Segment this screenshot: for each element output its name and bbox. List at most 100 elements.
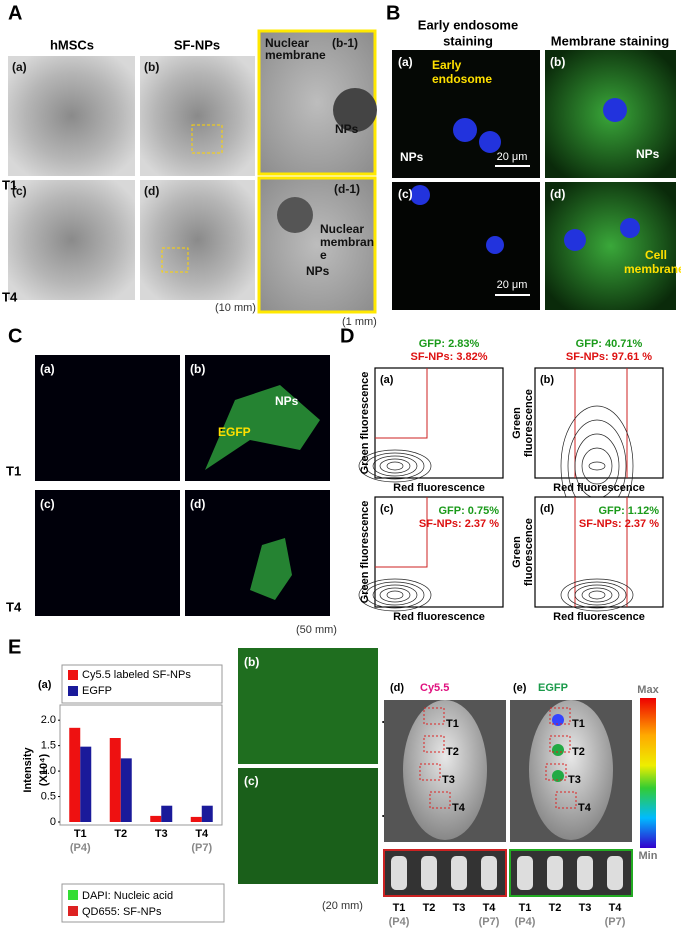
row-label: T1: [2, 177, 17, 192]
passage-label: (P7): [605, 916, 626, 928]
gfp-percent: GFP: 0.75%: [438, 505, 499, 517]
fluor-image: [545, 182, 676, 310]
column-header: hMSCs: [50, 37, 94, 52]
y-tick-label: 0: [50, 816, 56, 828]
sfnps-percent: SF-NPs: 2.37 %: [579, 518, 659, 530]
tube: [577, 856, 593, 890]
contour: [358, 578, 432, 612]
x-axis-label: Red fluorescence: [553, 611, 645, 623]
annotation: Nuclear: [320, 222, 364, 236]
mouse: [529, 700, 613, 840]
tube-label: T3: [579, 902, 592, 914]
plot-frame: [374, 367, 504, 479]
zoom-box: [191, 124, 223, 154]
gfp-percent: GFP: 2.83%: [419, 338, 480, 350]
region-box: [423, 707, 445, 725]
sfnps-percent: SF-NPs: 2.37 %: [419, 518, 499, 530]
legend-label: DAPI: Nucleic acid: [82, 890, 173, 902]
annotation: NPs: [335, 122, 359, 136]
row-label: T4: [6, 599, 22, 614]
bar: [80, 746, 92, 822]
scale-note: (20 mm): [322, 900, 363, 912]
nucleus: [486, 236, 504, 254]
cell: [205, 385, 320, 470]
annotation: NPs: [275, 394, 299, 408]
plot-frame: [534, 496, 664, 608]
nucleus: [453, 118, 477, 142]
signal: [552, 714, 564, 726]
contour: [365, 452, 425, 480]
panel-c: C (a) (b) (c) (d) EGFP NPs T1 T4 (50 mm): [6, 325, 337, 636]
colorbar: [640, 698, 656, 848]
tube-label: T1: [519, 902, 532, 914]
bar: [109, 738, 121, 822]
region-box: [423, 735, 445, 753]
imaging-label: EGFP: [538, 682, 568, 694]
legend-label: QD655: SF-NPs: [82, 906, 162, 918]
row-label: T1: [6, 463, 21, 478]
tissue-image: [238, 768, 378, 884]
contour: [574, 584, 620, 606]
panel-label: A: [8, 2, 22, 24]
image-detail: [277, 197, 313, 233]
annotation: NPs: [400, 150, 424, 164]
region-label: T4: [452, 802, 466, 814]
x-axis-label: Red fluorescence: [393, 482, 485, 494]
tube: [451, 856, 467, 890]
subpanel-label: (c): [244, 774, 259, 788]
zoom-box: [161, 247, 189, 273]
plot-frame: [374, 496, 504, 608]
y-tick-label: 2.0: [41, 714, 56, 726]
panel-d: D (a) GFP: 2.83%SF-NPs: 3.82% Red fluoresc…: [340, 325, 664, 623]
colorbar-label: Min: [639, 850, 658, 862]
tube: [517, 856, 533, 890]
y-axis-label: Green fluorescence: [359, 372, 371, 475]
legend-swatch: [68, 670, 78, 680]
image-detail: [333, 88, 377, 132]
sfnps-percent: SF-NPs: 97.61 %: [566, 351, 652, 363]
gate: [574, 497, 628, 607]
y-axis-label: Green: [511, 536, 523, 568]
tube-label: T4: [609, 902, 623, 914]
scale-note: (50 mm): [296, 624, 337, 636]
panel-label: D: [340, 325, 354, 347]
em-image: [8, 180, 135, 300]
tube: [421, 856, 437, 890]
scale-bar-label: 20 μm: [497, 279, 528, 291]
region-label: T2: [572, 746, 585, 758]
bar: [190, 816, 202, 822]
subpanel-label: (c): [12, 184, 27, 198]
scale-bar-label: 20 μm: [497, 151, 528, 163]
y-axis-label: Green fluorescence: [359, 501, 371, 604]
subpanel-label: (c): [40, 497, 55, 511]
subpanel-label: (a): [398, 55, 413, 69]
em-image: [140, 56, 255, 176]
region-label: T1: [446, 718, 459, 730]
x-tick-sublabel: (P4): [70, 842, 91, 854]
region-box: [549, 707, 571, 725]
gfp-percent: GFP: 1.12%: [598, 505, 659, 517]
scale-note: (10 mm): [215, 302, 256, 314]
nucleus: [603, 98, 627, 122]
tube-label: T1: [393, 902, 406, 914]
subpanel-label: (b): [244, 655, 259, 669]
annotation: Cell: [645, 248, 667, 262]
nucleus: [479, 131, 501, 153]
scale-note: (1 mm): [342, 316, 377, 328]
contour: [372, 455, 418, 477]
annotation: NPs: [306, 264, 330, 278]
contour: [386, 590, 404, 600]
annotation: Nuclear: [265, 36, 309, 50]
tube-label: T2: [549, 902, 562, 914]
gate: [375, 368, 428, 439]
y-axis-label: fluorescence: [523, 389, 535, 457]
panel-b: B Early endosome staining Membrane stain…: [386, 2, 681, 310]
x-tick-label: T4: [195, 828, 209, 840]
x-axis-label: Red fluorescence: [553, 482, 645, 494]
subpanel-label: (c): [398, 187, 413, 201]
contour: [379, 587, 411, 603]
column-header: staining: [443, 33, 493, 48]
tube: [547, 856, 563, 890]
tube: [391, 856, 407, 890]
subpanel-label: (e): [513, 682, 527, 694]
